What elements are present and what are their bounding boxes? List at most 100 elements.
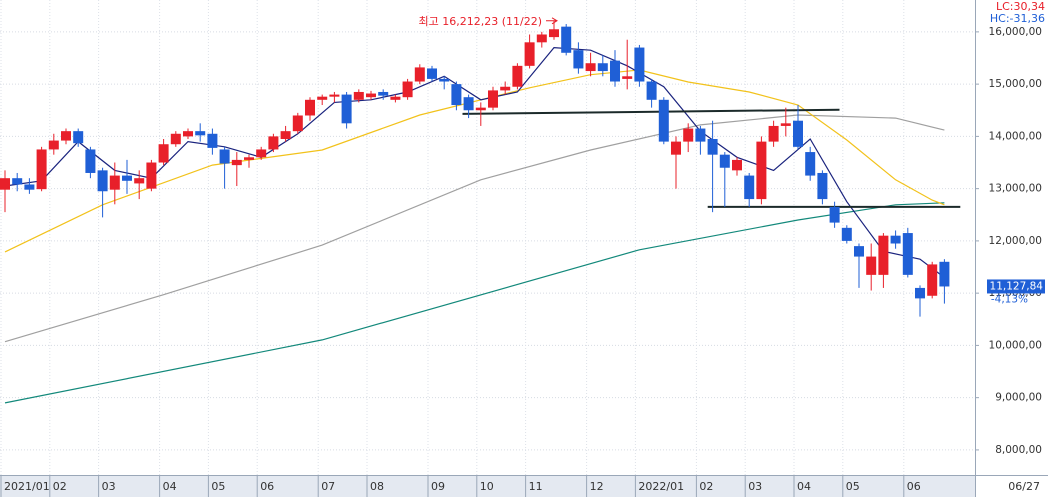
- x-tick-label: 08: [370, 480, 384, 493]
- candle-body: [890, 235, 901, 244]
- x-tick-label: 07: [321, 480, 335, 493]
- candle-body: [73, 131, 84, 144]
- last-price-box: [987, 279, 1045, 294]
- candle-body: [878, 235, 889, 275]
- candle-body: [817, 172, 828, 200]
- candle-body: [24, 184, 35, 190]
- candle-body: [439, 78, 450, 82]
- candle-body: [61, 131, 71, 141]
- x-tick-label: 04: [797, 480, 811, 493]
- candle-body: [805, 152, 816, 176]
- moving-average: [4, 114, 945, 343]
- x-tick-label: 12: [590, 480, 604, 493]
- candle-body: [244, 157, 254, 160]
- labels: 8,000,009,000,0010,000,0011,000,0012,000…: [4, 15, 1045, 493]
- candle-body: [536, 34, 547, 43]
- candle-body: [207, 133, 218, 148]
- x-tick-label: 04: [163, 480, 177, 493]
- x-tick-label: 05: [211, 480, 225, 493]
- candle-body: [256, 149, 267, 158]
- candle-body: [500, 86, 511, 91]
- candle-body: [48, 140, 59, 150]
- candle-body: [268, 136, 279, 150]
- candle-body: [902, 233, 913, 275]
- candle-body: [134, 178, 145, 184]
- candle-body: [719, 154, 730, 168]
- candle-body: [36, 149, 47, 190]
- candle-body: [671, 141, 681, 155]
- candle-body: [573, 50, 584, 69]
- candle-body: [561, 26, 572, 53]
- candle-body: [366, 93, 376, 98]
- x-tick-label: 06: [907, 480, 921, 493]
- x-tick-label: 11: [529, 480, 543, 493]
- candle-body: [683, 128, 694, 142]
- x-tick-label: 10: [480, 480, 494, 493]
- candle-body: [768, 125, 779, 142]
- candle-body: [463, 97, 474, 111]
- y-tick-label: 9,000,00: [995, 392, 1042, 404]
- candle-body: [756, 141, 767, 200]
- candle-body: [707, 138, 718, 155]
- candle-body: [146, 162, 157, 189]
- x-tick-label: 02: [53, 480, 67, 493]
- candle-body: [170, 133, 181, 145]
- candle-body: [109, 175, 120, 190]
- candle-body: [85, 149, 96, 173]
- moving-average: [4, 202, 945, 404]
- candle-body: [658, 99, 669, 142]
- x-tick-label: 09: [431, 480, 445, 493]
- candle-body: [231, 159, 242, 166]
- candle-body: [488, 90, 498, 108]
- y-tick-label: 12,000,00: [989, 235, 1042, 247]
- candle-body: [292, 115, 303, 132]
- annotation-arrow: [546, 17, 558, 25]
- candle-body: [597, 63, 608, 72]
- candle-body: [585, 63, 596, 72]
- candle-body: [780, 123, 791, 126]
- last-price-label: 11,127,84: [990, 280, 1044, 292]
- candle-body: [414, 67, 425, 82]
- candle-body: [378, 91, 389, 96]
- candle-body: [841, 227, 852, 241]
- candles: [0, 20, 950, 317]
- candle-body: [866, 256, 877, 275]
- x-tick-label: 05: [846, 480, 860, 493]
- candle-body: [610, 60, 620, 82]
- candle-body: [402, 81, 413, 98]
- candle-body: [646, 81, 657, 100]
- candle-body: [927, 264, 938, 296]
- y-tick-label: 16,000,00: [989, 26, 1042, 38]
- candle-body: [427, 68, 437, 79]
- x-tick-label: 2022/01: [638, 480, 684, 493]
- candle-body: [390, 96, 401, 100]
- candle-body: [524, 42, 535, 66]
- change-label: -4,13%: [991, 293, 1028, 305]
- y-tick-label: 10,000,00: [989, 339, 1042, 351]
- y-tick-label: 13,000,00: [989, 183, 1042, 195]
- candle-body: [915, 287, 925, 299]
- x-tick-label: 03: [102, 480, 116, 493]
- hc-label: HC:-31,36: [990, 12, 1045, 25]
- moving-average: [4, 46, 945, 278]
- candle-body: [829, 206, 840, 223]
- x-tick-label: 02: [699, 480, 713, 493]
- candle-body: [12, 178, 23, 185]
- candle-body: [97, 170, 108, 192]
- y-tick-label: 15,000,00: [989, 78, 1042, 90]
- candle-body: [353, 91, 364, 100]
- candle-body: [158, 144, 169, 163]
- candle-body: [451, 84, 462, 106]
- x-axis-band: [0, 476, 976, 497]
- last-date: 06/27: [1008, 480, 1040, 493]
- candle-body: [305, 99, 315, 116]
- candle-body: [939, 261, 950, 287]
- high-annotation: 최고 16,212,23 (11/22): [419, 15, 543, 28]
- x-tick-label: 2021/01: [4, 480, 50, 493]
- candle-body: [0, 178, 10, 190]
- grid: [0, 0, 979, 497]
- candle-body: [317, 96, 328, 100]
